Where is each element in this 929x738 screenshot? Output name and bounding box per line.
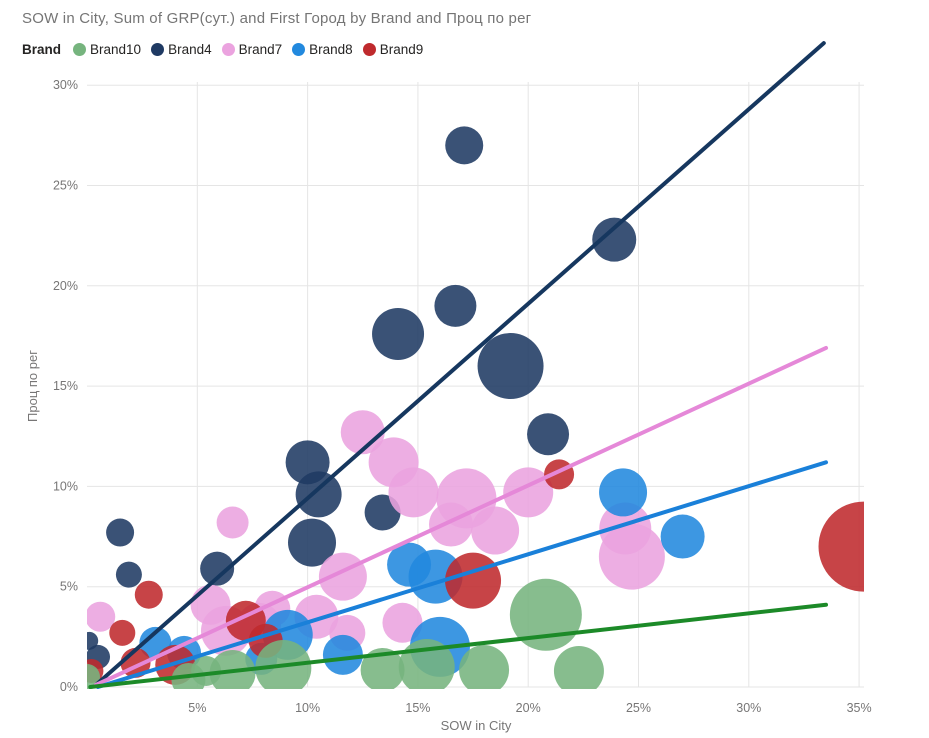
legend-item-brand10[interactable]: Brand10 (73, 42, 141, 57)
y-tick-label: 15% (53, 379, 78, 393)
bubble-brand7[interactable] (340, 410, 385, 455)
x-tick-label: 35% (847, 701, 872, 715)
x-tick-label: 5% (188, 701, 206, 715)
bubble-brand9[interactable] (445, 552, 502, 609)
legend-item-label: Brand4 (168, 42, 212, 57)
x-tick-label: 10% (295, 701, 320, 715)
chart-title: SOW in City, Sum of GRP(сут.) and First … (22, 10, 532, 27)
y-tick-label: 30% (53, 78, 78, 92)
bubble-brand4[interactable] (592, 217, 637, 262)
legend-dot-brand10 (73, 43, 87, 56)
legend-item-label: Brand7 (238, 42, 283, 57)
bubble-brand4[interactable] (477, 333, 544, 400)
y-tick-label: 0% (60, 680, 78, 694)
trend-line-brand7 (93, 345, 829, 687)
y-tick-label: 20% (53, 279, 78, 293)
bubble-brand7[interactable] (471, 506, 520, 555)
bubble-brand7[interactable] (190, 584, 231, 625)
bubble-brand4[interactable] (372, 307, 425, 360)
y-tick-label: 10% (53, 479, 78, 493)
trend-line-brand10 (88, 602, 829, 689)
x-tick-label: 30% (736, 701, 761, 715)
bubble-brand8[interactable] (322, 634, 363, 675)
bubble-brand4[interactable] (200, 551, 235, 586)
bubble-brand9[interactable] (818, 501, 909, 592)
trend-line-brand4 (93, 41, 826, 687)
x-tick-label: 25% (626, 701, 651, 715)
bubble-brand4[interactable] (445, 126, 484, 165)
legend-dot-brand7 (221, 43, 235, 56)
legend-item-label: Brand9 (379, 42, 424, 57)
trend-line-brand8 (96, 460, 829, 689)
bubble-brand10[interactable] (191, 655, 222, 686)
bubble-brand9[interactable] (109, 619, 136, 646)
y-tick-label: 5% (60, 580, 78, 594)
bubble-brand10[interactable] (553, 645, 604, 696)
legend-item-brand8[interactable]: Brand8 (292, 42, 353, 57)
bubble-brand10[interactable] (459, 644, 510, 695)
bubble-brand4[interactable] (295, 471, 342, 518)
x-tick-label: 20% (516, 701, 541, 715)
bubble-brand7[interactable] (388, 467, 439, 518)
bubble-brand7[interactable] (598, 523, 665, 590)
x-axis-title: SOW in City (441, 718, 512, 733)
legend-item-brand7[interactable]: Brand7 (221, 42, 283, 57)
bubble-brand7[interactable] (85, 601, 116, 632)
bubble-brand8[interactable] (599, 468, 648, 517)
legend-item-label: Brand8 (309, 42, 353, 57)
y-tick-label: 25% (53, 179, 78, 193)
bubble-brand4[interactable] (527, 413, 570, 456)
legend-dot-brand9 (362, 43, 376, 56)
legend-item-brand4[interactable]: Brand4 (151, 42, 212, 57)
bubble-brand7[interactable] (382, 602, 423, 643)
y-axis-title: Проц по рег (25, 350, 40, 422)
bubble-brand9[interactable] (134, 580, 163, 609)
legend-item-brand9[interactable]: Brand9 (362, 42, 424, 57)
bubble-brand7[interactable] (216, 506, 249, 539)
legend-label: Brand (22, 42, 62, 57)
bubble-brand8[interactable] (660, 514, 705, 559)
bubble-brand4[interactable] (434, 284, 477, 327)
legend-dot-brand4 (151, 43, 165, 56)
bubble-brand4[interactable] (106, 518, 135, 547)
legend-dot-brand8 (292, 43, 306, 56)
bubble-brand4[interactable] (80, 631, 99, 650)
bubble-brand4[interactable] (288, 518, 337, 567)
bubble-brand10[interactable] (360, 647, 405, 692)
x-tick-label: 15% (405, 701, 430, 715)
legend: Brand Brand10 Brand4 Brand7 Brand8 Brand9 (22, 42, 423, 57)
legend-item-label: Brand10 (90, 42, 142, 57)
bubble-brand4[interactable] (115, 561, 142, 588)
bubble-brand7[interactable] (428, 502, 473, 547)
